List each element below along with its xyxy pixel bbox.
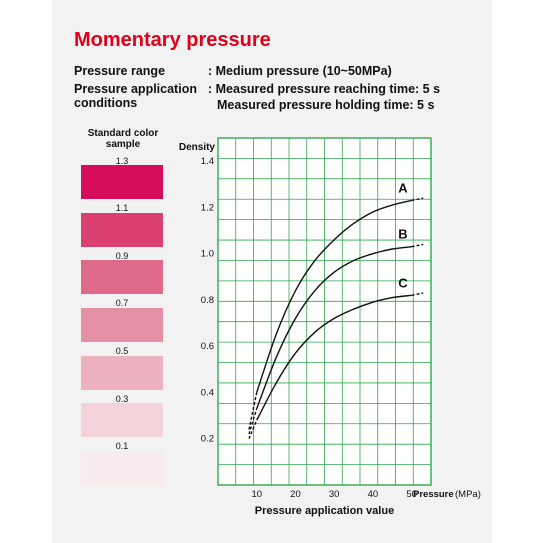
series-end-B: [411, 243, 424, 248]
swatch-header-line-1: Standard color: [87, 128, 159, 139]
swatch-label: 0.7: [115, 298, 129, 308]
y-tick-label: 0.6: [201, 341, 214, 352]
swatch-header: Standard color sample: [80, 128, 166, 150]
swatch-label: 0.9: [115, 251, 129, 261]
swatch-label: 0.1: [115, 441, 129, 451]
series-label-C: C: [398, 275, 408, 290]
series-line-C: [256, 294, 412, 421]
series-line-B: [256, 246, 412, 409]
x-axis-name: Pressure: [413, 489, 454, 500]
color-swatch: [81, 451, 163, 485]
pressure-range-label: Pressure range: [74, 64, 166, 78]
color-swatch: [81, 213, 163, 247]
swatch-label: 0.3: [115, 394, 129, 404]
swatch-label: 1.3: [115, 156, 129, 166]
series-label-A: A: [398, 180, 408, 195]
y-tick-label: 1.0: [201, 249, 214, 260]
holding-time-value: Measured pressure holding time: 5 s: [217, 98, 435, 112]
series-end-A: [411, 197, 424, 202]
pressure-condition-label-2: conditions: [74, 96, 138, 110]
swatch-label: 1.1: [115, 203, 129, 213]
series-line-A: [256, 199, 412, 393]
x-tick-label: 20: [290, 489, 301, 500]
x-tick-label: 10: [251, 489, 262, 500]
x-axis-unit: (MPa): [455, 489, 481, 500]
color-swatch: [81, 356, 163, 390]
y-tick-label: 1.4: [201, 156, 214, 167]
color-swatch: [81, 403, 163, 437]
y-axis-label: Density: [179, 142, 216, 153]
series-end-C: [411, 292, 424, 296]
x-tick-label: 50: [406, 489, 417, 500]
series-start-C: [248, 419, 258, 439]
pressure-condition-label-1: Pressure application: [74, 82, 197, 96]
series-start-B: [248, 408, 258, 435]
x-tick-label: 40: [368, 489, 379, 500]
color-swatch: [81, 260, 163, 294]
x-tick-label: 30: [329, 489, 340, 500]
y-tick-label: 0.8: [201, 295, 214, 306]
y-tick-label: 1.2: [201, 202, 214, 213]
x-axis-title: Pressure application value: [255, 505, 394, 517]
color-swatch: [81, 165, 163, 199]
series-start-A: [248, 392, 258, 430]
y-tick-label: 0.4: [201, 387, 214, 398]
reaching-time-value: : Measured pressure reaching time: 5 s: [208, 82, 441, 96]
swatch-label: 0.5: [115, 346, 129, 356]
color-swatch: [81, 308, 163, 342]
plot-border: [217, 137, 432, 486]
pressure-range-value: : Medium pressure (10~50MPa): [208, 64, 392, 78]
series-label-B: B: [398, 227, 407, 242]
swatch-header-line-2: sample: [105, 139, 141, 150]
y-tick-label: 0.2: [201, 434, 214, 445]
page-title: Momentary pressure: [74, 29, 271, 51]
